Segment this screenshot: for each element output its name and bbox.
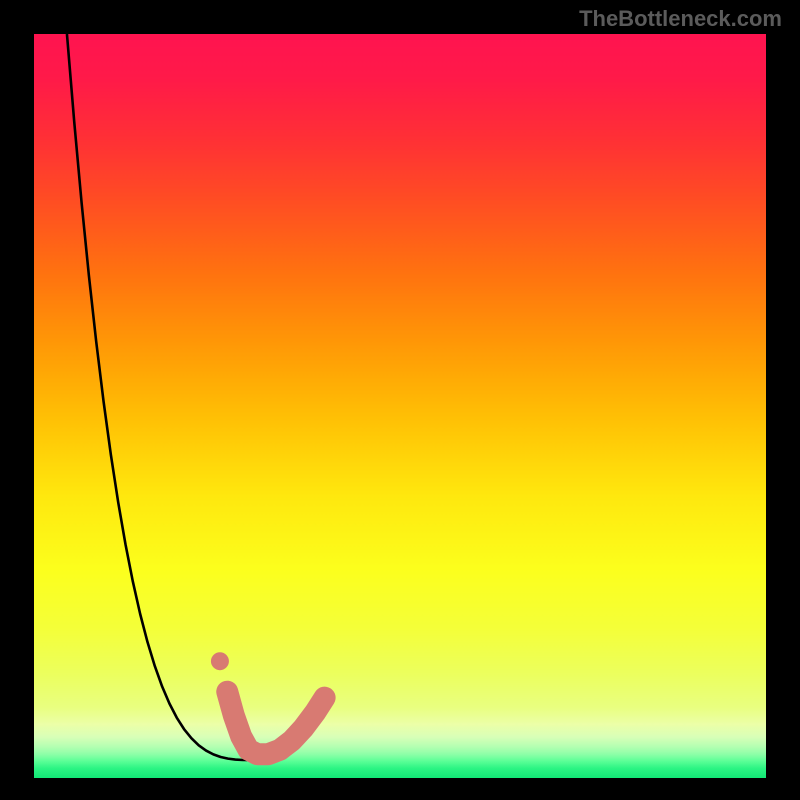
plot-area bbox=[34, 34, 766, 778]
curve-layer bbox=[34, 34, 766, 778]
highlight-dot bbox=[211, 652, 229, 670]
highlight-segment bbox=[227, 692, 324, 754]
bottleneck-curve bbox=[67, 34, 250, 760]
watermark-text: TheBottleneck.com bbox=[579, 6, 782, 32]
chart-container: TheBottleneck.com bbox=[0, 0, 800, 800]
